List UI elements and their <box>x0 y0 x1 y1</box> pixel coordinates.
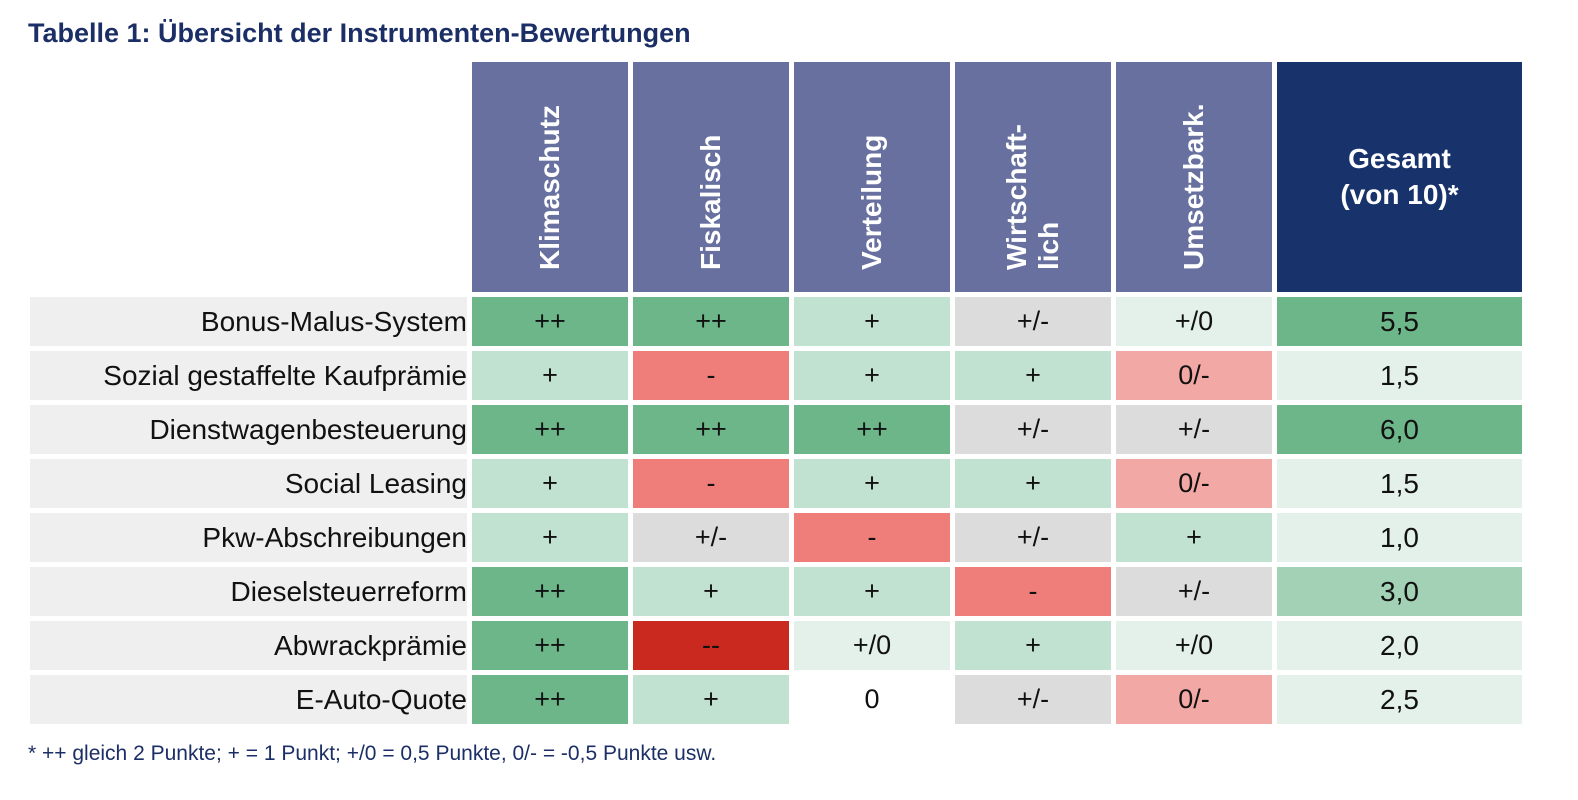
rating-cell: +/0 <box>794 621 950 670</box>
rating-cell: + <box>955 459 1111 508</box>
rating-table: Klimaschutz Fiskalisch Verteilung Wirtsc… <box>25 57 1527 729</box>
col-header-gesamt: Gesamt (von 10)* <box>1277 62 1522 292</box>
rating-cell: - <box>633 351 789 400</box>
rating-cell: 0 <box>794 675 950 724</box>
table-row: Pkw-Abschreibungen + +/- - +/- +1,0 <box>30 513 1522 562</box>
rating-cell: + <box>472 351 628 400</box>
rating-cell: +/0 <box>1116 297 1272 346</box>
col-header-wirtschaftlich-line2: lich <box>1033 221 1064 270</box>
total-cell: 6,0 <box>1277 405 1522 454</box>
table-row: E-Auto-Quote ++ +0 +/- 0/- 2,5 <box>30 675 1522 724</box>
gesamt-line2: (von 10)* <box>1340 179 1459 210</box>
total-cell: 1,5 <box>1277 459 1522 508</box>
rating-cell: ++ <box>472 297 628 346</box>
rating-cell: ++ <box>472 675 628 724</box>
row-label: Dieselsteuerreform <box>30 567 467 616</box>
rating-cell: + <box>1116 513 1272 562</box>
rating-cell: + <box>794 297 950 346</box>
row-label: E-Auto-Quote <box>30 675 467 724</box>
rating-cell: +/- <box>1116 567 1272 616</box>
rating-cell: - <box>633 459 789 508</box>
rating-cell: -- <box>633 621 789 670</box>
rating-cell: +/- <box>955 297 1111 346</box>
rating-cell: + <box>955 351 1111 400</box>
total-cell: 5,5 <box>1277 297 1522 346</box>
col-header-fiskalisch: Fiskalisch <box>633 62 789 292</box>
rating-cell: ++ <box>794 405 950 454</box>
rating-cell: + <box>794 567 950 616</box>
rating-cell: + <box>472 513 628 562</box>
row-label: Pkw-Abschreibungen <box>30 513 467 562</box>
rating-cell: + <box>633 567 789 616</box>
rating-cell: + <box>955 621 1111 670</box>
table-row: Bonus-Malus-System ++ ++ + +/- +/0 5,5 <box>30 297 1522 346</box>
col-header-wirtschaftlich-line1: Wirtschaft- <box>1001 124 1032 270</box>
col-header-wirtschaftlich: Wirtschaft-lich <box>955 62 1111 292</box>
total-cell: 2,0 <box>1277 621 1522 670</box>
row-label: Social Leasing <box>30 459 467 508</box>
total-cell: 1,5 <box>1277 351 1522 400</box>
rating-cell: +/- <box>955 675 1111 724</box>
table-row: Dieselsteuerreform ++ + + - +/- 3,0 <box>30 567 1522 616</box>
col-header-klimaschutz: Klimaschutz <box>472 62 628 292</box>
rating-cell: ++ <box>472 621 628 670</box>
rating-cell: - <box>794 513 950 562</box>
rating-cell: +/- <box>1116 405 1272 454</box>
table-row: Sozial gestaffelte Kaufprämie + - + +0/- 1,5 <box>30 351 1522 400</box>
row-label: Bonus-Malus-System <box>30 297 467 346</box>
table-body: Bonus-Malus-System ++ ++ + +/- +/0 5,5 Sozial g… <box>30 297 1522 724</box>
header-row: Klimaschutz Fiskalisch Verteilung Wirtsc… <box>30 62 1522 292</box>
rating-cell: - <box>955 567 1111 616</box>
rating-cell: ++ <box>472 567 628 616</box>
rating-cell: ++ <box>633 405 789 454</box>
rating-cell: + <box>472 459 628 508</box>
footnote: * ++ gleich 2 Punkte; + = 1 Punkt; +/0 =… <box>28 742 717 765</box>
table-row: Abwrackprämie ++ -- +/0 + +/0 2,0 <box>30 621 1522 670</box>
col-header-verteilung: Verteilung <box>794 62 950 292</box>
rating-cell: 0/- <box>1116 675 1272 724</box>
row-label: Dienstwagenbesteuerung <box>30 405 467 454</box>
rating-cell: +/- <box>955 513 1111 562</box>
row-label: Abwrackprämie <box>30 621 467 670</box>
rating-cell: 0/- <box>1116 351 1272 400</box>
rating-cell: ++ <box>633 297 789 346</box>
table-title: Tabelle 1: Übersicht der Instrumenten-Be… <box>28 18 691 48</box>
rating-cell: ++ <box>472 405 628 454</box>
table-row: Dienstwagenbesteuerung ++ ++ ++ +/- +/- 6,0 <box>30 405 1522 454</box>
total-cell: 3,0 <box>1277 567 1522 616</box>
rating-cell: + <box>794 351 950 400</box>
rating-cell: + <box>633 675 789 724</box>
rating-cell: +/0 <box>1116 621 1272 670</box>
total-cell: 1,0 <box>1277 513 1522 562</box>
total-cell: 2,5 <box>1277 675 1522 724</box>
rating-cell: +/- <box>633 513 789 562</box>
gesamt-line1: Gesamt <box>1348 143 1451 174</box>
header-corner <box>30 62 467 292</box>
row-label: Sozial gestaffelte Kaufprämie <box>30 351 467 400</box>
rating-cell: + <box>794 459 950 508</box>
rating-cell: +/- <box>955 405 1111 454</box>
table-row: Social Leasing + - + +0/- 1,5 <box>30 459 1522 508</box>
rating-cell: 0/- <box>1116 459 1272 508</box>
col-header-umsetzbarkeit: Umsetzbark. <box>1116 62 1272 292</box>
